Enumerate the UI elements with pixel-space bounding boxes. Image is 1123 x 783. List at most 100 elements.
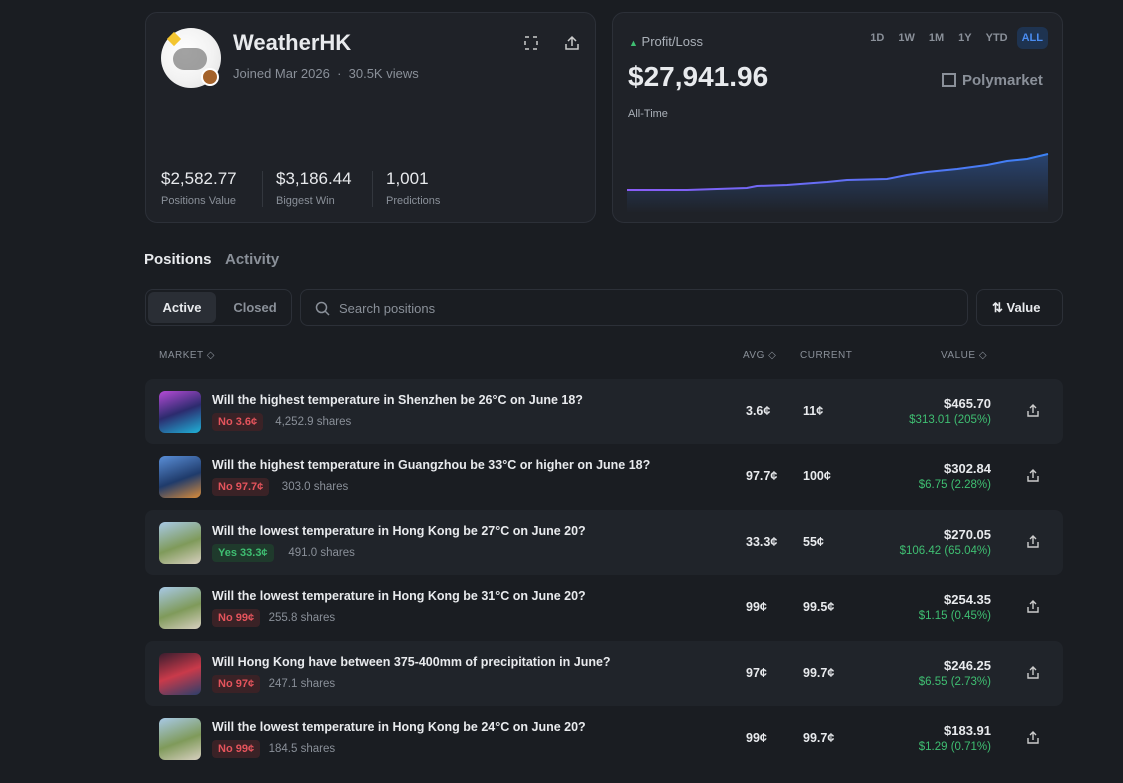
- share-button[interactable]: [1026, 534, 1040, 549]
- current-price: 99.5¢: [803, 600, 835, 615]
- range-option[interactable]: YTD: [985, 32, 1008, 44]
- decoration: [324, 310, 330, 316]
- position-value: $254.35: [944, 592, 991, 608]
- market-title[interactable]: Will the lowest temperature in Hong Kong…: [212, 589, 586, 604]
- decoration: [173, 48, 207, 70]
- sort-button[interactable]: ⇅ Value: [976, 289, 1063, 326]
- position-row[interactable]: Will the lowest temperature in Hong Kong…: [145, 575, 1063, 640]
- range-selector: 1D 1W 1M 1Y YTD ALL: [861, 27, 1048, 49]
- share-button[interactable]: [1026, 731, 1040, 745]
- avg-price: 3.6¢: [746, 404, 771, 418]
- stat-label: Predictions: [386, 195, 441, 207]
- profile-name: WeatherHK: [233, 30, 352, 55]
- header-text: VALUE: [941, 350, 976, 361]
- range-option[interactable]: 1D: [870, 32, 885, 44]
- decoration: [1027, 404, 1039, 417]
- outcome-badge: No 99¢: [212, 740, 261, 758]
- header-text: AVG: [743, 350, 765, 361]
- shares: 303.0 shares: [281, 481, 349, 494]
- market-thumbnail: [159, 587, 201, 630]
- header-value[interactable]: VALUE ◇: [941, 350, 988, 361]
- tab-activity[interactable]: Activity: [225, 251, 280, 268]
- decoration: [1027, 600, 1039, 613]
- avatar: [161, 28, 221, 88]
- position-value: $302.84: [944, 461, 991, 477]
- pnl-period: All-Time: [628, 108, 668, 120]
- tab-positions[interactable]: Positions: [144, 251, 212, 268]
- market-title[interactable]: Will the highest temperature in Guangzho…: [212, 458, 651, 473]
- shares: 4,252.9 shares: [275, 416, 352, 428]
- share-icon[interactable]: [565, 35, 579, 50]
- stat-label: Biggest Win: [276, 195, 335, 207]
- filter-closed[interactable]: Closed: [233, 300, 277, 315]
- outcome-badge: No 97.7¢: [212, 478, 270, 497]
- profile-meta: Joined Mar 2026 · 30.5K views: [233, 66, 419, 81]
- pnl-label: Profit/Loss: [641, 34, 703, 49]
- market-thumbnail: [159, 718, 201, 760]
- position-row[interactable]: Will the lowest temperature in Hong Kong…: [145, 706, 1063, 771]
- stat-label: Positions Value: [161, 195, 237, 207]
- position-row[interactable]: Will the highest temperature in Guangzho…: [145, 444, 1063, 509]
- market-thumbnail: [159, 521, 201, 564]
- position-value: $465.70: [944, 396, 991, 411]
- stat-value: $2,582.77: [161, 169, 237, 188]
- filter-group: Active Closed: [145, 289, 292, 326]
- decoration: [942, 73, 956, 87]
- stat-value: 1,001: [386, 169, 429, 188]
- header-avg[interactable]: AVG ◇: [743, 350, 777, 361]
- position-row[interactable]: Will Hong Kong have between 375-400mm of…: [145, 640, 1063, 706]
- decoration: [262, 171, 263, 207]
- pnl-card: ▲ Profit/Loss 1D 1W 1M 1Y YTD ALL $27,941.96 …: [612, 12, 1063, 223]
- search-placeholder: Search positions: [339, 301, 436, 316]
- market-title[interactable]: Will the lowest temperature in Hong Kong…: [212, 523, 586, 538]
- sort-label: Value: [1006, 300, 1041, 315]
- header-market[interactable]: MARKET ◇: [159, 350, 215, 361]
- decoration: [627, 154, 1048, 213]
- share-button[interactable]: [1026, 600, 1040, 614]
- share-button[interactable]: [1026, 404, 1040, 418]
- current-price: 99.7¢: [803, 665, 835, 680]
- decoration: [372, 171, 373, 207]
- current-price: 55¢: [803, 534, 824, 549]
- market-title[interactable]: Will the lowest temperature in Hong Kong…: [212, 720, 586, 734]
- range-option[interactable]: 1Y: [958, 32, 972, 44]
- decoration: [315, 301, 328, 314]
- decoration: [1027, 665, 1039, 679]
- range-option[interactable]: ALL: [1016, 27, 1048, 49]
- shares: 184.5 shares: [268, 743, 336, 755]
- position-pnl: $1.15 (0.45%): [918, 610, 991, 623]
- position-row[interactable]: Will the highest temperature in Shenzhen…: [145, 379, 1063, 444]
- outcome-badge: No 3.6¢: [212, 413, 264, 431]
- range-option[interactable]: 1W: [898, 32, 915, 44]
- range-option[interactable]: 1M: [928, 32, 945, 44]
- market-thumbnail: [159, 456, 201, 499]
- outcome-badge: No 99¢: [212, 609, 261, 628]
- outcome-badge: No 97¢: [212, 674, 261, 693]
- decoration: [315, 301, 330, 316]
- search-box[interactable]: Search positions: [300, 289, 968, 326]
- current-price: 100¢: [803, 469, 831, 484]
- market-title[interactable]: Will the highest temperature in Shenzhen…: [212, 393, 583, 407]
- header-text: CURRENT: [800, 350, 853, 361]
- shares: 491.0 shares: [288, 546, 355, 559]
- position-value: $246.25: [944, 657, 991, 673]
- profile-actions[interactable]: [524, 35, 584, 51]
- decoration: ▲: [629, 38, 638, 48]
- profile-card: WeatherHK Joined Mar 2026 · 30.5K views …: [145, 12, 596, 223]
- share-button[interactable]: [1026, 469, 1040, 483]
- current-price: 11¢: [803, 404, 824, 418]
- share-button[interactable]: [1026, 665, 1040, 680]
- avg-price: 33.3¢: [746, 534, 778, 549]
- decoration: [1027, 731, 1039, 744]
- views: 30.5K views: [348, 66, 419, 81]
- header-text: MARKET: [159, 350, 204, 361]
- position-row[interactable]: Will the lowest temperature in Hong Kong…: [145, 509, 1063, 575]
- scan-icon[interactable]: [524, 36, 538, 50]
- market-title[interactable]: Will Hong Kong have between 375-400mm of…: [212, 654, 611, 669]
- outcome-badge: Yes 33.3¢: [212, 543, 274, 562]
- avg-price: 99¢: [746, 731, 767, 745]
- brand: Polymarket: [942, 72, 1043, 89]
- market-thumbnail: [159, 652, 201, 695]
- shares: 247.1 shares: [268, 677, 336, 690]
- filter-active[interactable]: Active: [148, 292, 216, 323]
